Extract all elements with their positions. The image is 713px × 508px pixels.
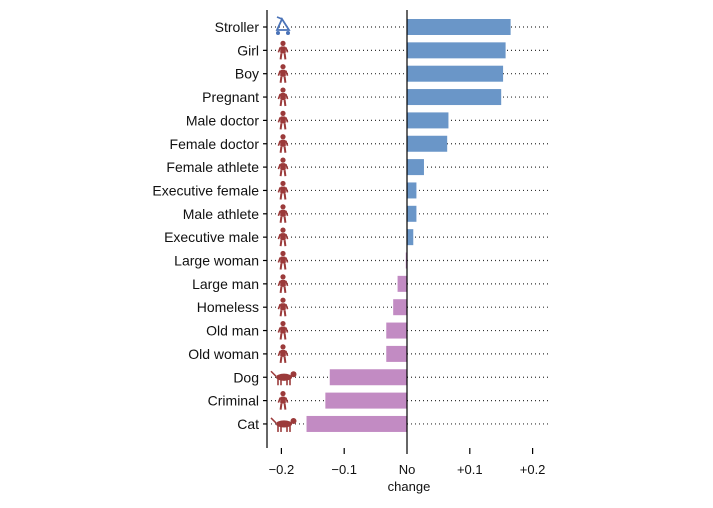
cat-icon — [270, 417, 297, 432]
category-labels: Stroller Girl Boy Pregnant Male doctor Female… — [152, 19, 267, 432]
bar — [325, 392, 407, 409]
category-label: Large woman — [174, 253, 259, 269]
bar — [386, 322, 407, 339]
bar — [386, 345, 407, 362]
zero-sublabel: change — [388, 479, 431, 494]
executive-male-icon — [277, 227, 289, 247]
girl-icon — [277, 40, 289, 60]
category-label: Stroller — [215, 19, 260, 35]
bar — [407, 89, 502, 106]
category-label: Homeless — [197, 299, 259, 315]
bar — [407, 65, 504, 82]
bar — [306, 415, 407, 432]
category-label: Boy — [235, 66, 259, 82]
x-tick-label: −0.2 — [269, 462, 295, 477]
bar — [407, 112, 449, 129]
x-tick-label: No — [399, 462, 416, 477]
category-label: Cat — [237, 416, 259, 432]
old-man-icon — [277, 320, 289, 340]
bar — [407, 19, 511, 35]
bar — [397, 275, 407, 292]
bar — [407, 182, 417, 199]
bar — [329, 369, 407, 386]
category-label: Girl — [237, 42, 259, 58]
bar — [405, 252, 407, 269]
bar — [393, 299, 407, 316]
category-label: Male doctor — [186, 112, 259, 128]
stroller-icon — [275, 16, 291, 35]
bar — [407, 159, 424, 176]
category-label: Executive female — [152, 182, 259, 198]
criminal-icon — [277, 391, 289, 410]
category-label: Female athlete — [166, 159, 259, 175]
bar — [407, 229, 414, 246]
category-label: Male athlete — [183, 206, 259, 222]
category-label: Old man — [206, 323, 259, 339]
category-label: Large man — [192, 276, 259, 292]
boy-icon — [277, 64, 289, 83]
large-man-icon — [277, 274, 289, 293]
homeless-icon — [277, 297, 289, 317]
large-woman-icon — [277, 250, 289, 270]
category-label: Executive male — [164, 229, 259, 245]
bar — [407, 42, 506, 59]
category-label: Criminal — [208, 393, 259, 409]
category-label: Old woman — [188, 346, 259, 362]
x-tick-label: −0.1 — [331, 462, 357, 477]
category-label: Dog — [233, 369, 259, 385]
x-tick-label: +0.2 — [520, 462, 546, 477]
bar — [407, 135, 448, 152]
dog-icon — [270, 370, 297, 386]
executive-female-icon — [277, 180, 289, 200]
x-axis-ticks: −0.2 −0.1 No +0.1 +0.2 — [269, 448, 546, 477]
dotted-guides — [271, 26, 548, 425]
category-label: Pregnant — [202, 89, 259, 105]
category-label: Female doctor — [170, 136, 260, 152]
bar — [407, 205, 417, 222]
x-tick-label: +0.1 — [457, 462, 483, 477]
old-woman-icon — [277, 344, 289, 364]
male-doctor-icon — [277, 110, 289, 130]
male-athlete-icon — [277, 204, 289, 223]
category-icons — [270, 16, 297, 432]
pregnant-icon — [277, 87, 289, 107]
bars — [306, 19, 511, 432]
female-doctor-icon — [277, 134, 289, 153]
female-athlete-icon — [277, 157, 289, 177]
